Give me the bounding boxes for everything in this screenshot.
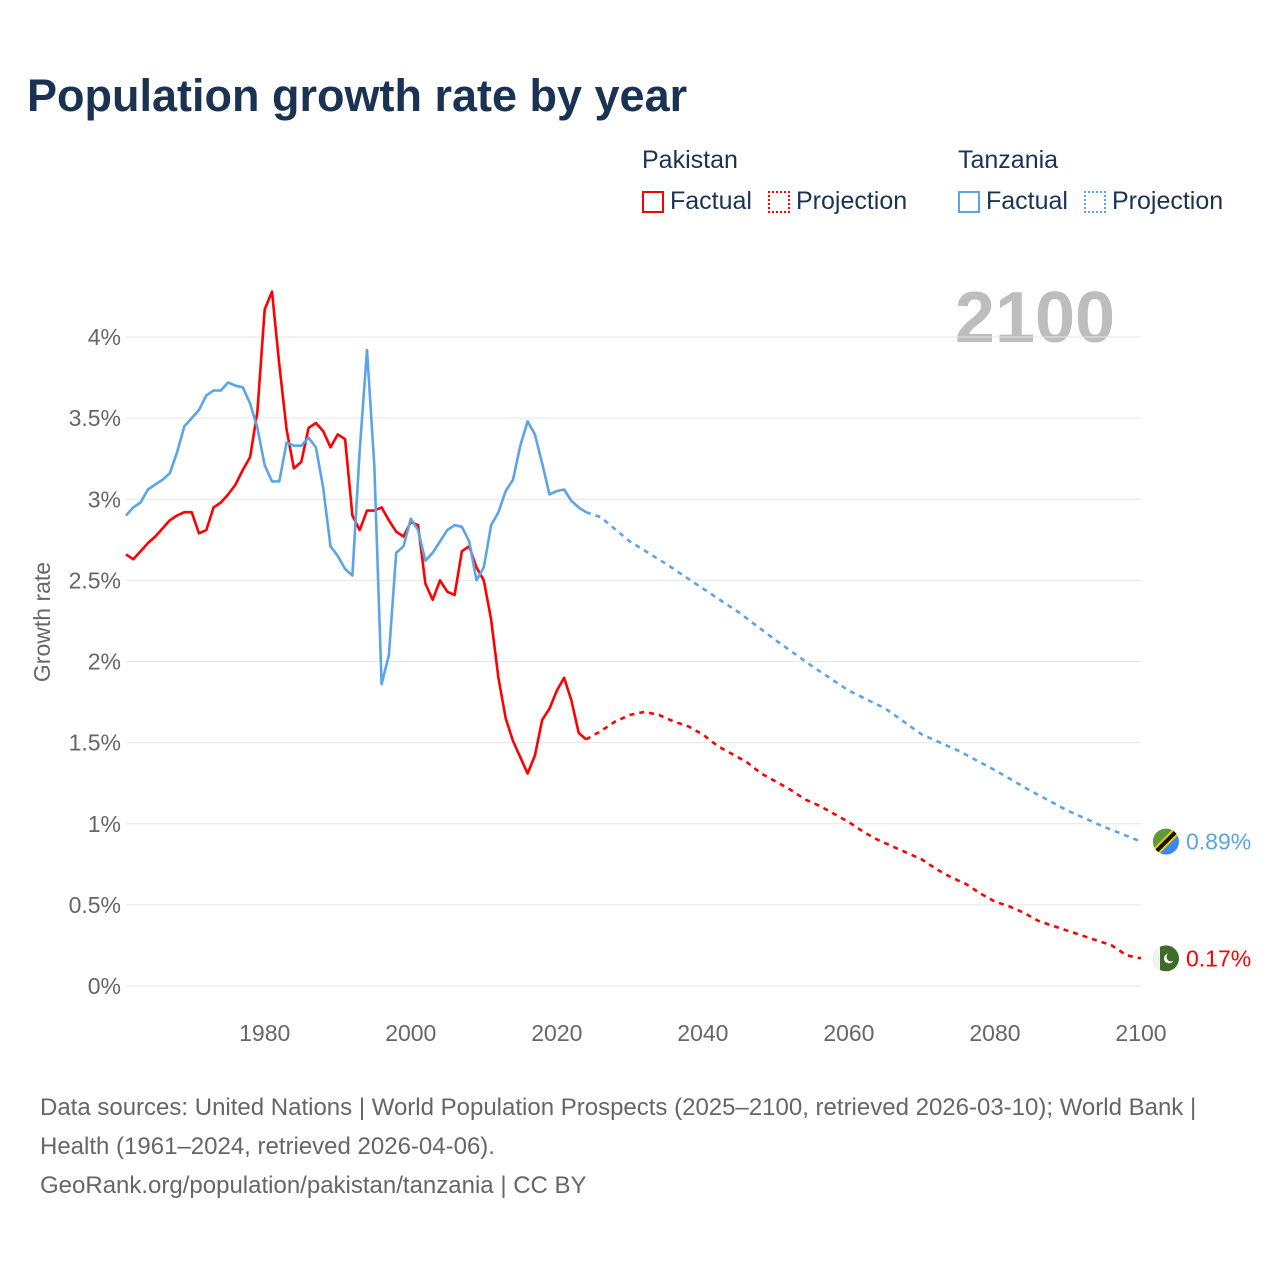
legend-label: Projection [795,187,908,215]
legend-tanzania-factual[interactable]: Factual [958,187,1068,216]
y-tick-label: 0.5% [69,892,121,918]
legend-swatch [767,190,790,213]
footer: Data sources: United Nations | World Pop… [40,1088,1240,1205]
x-tick-label: 2040 [677,1020,728,1046]
legend-label: Projection [1111,187,1224,215]
x-tick-label: 2020 [531,1020,582,1046]
legend-group-name: Tanzania [958,146,1059,174]
source-link[interactable]: GeoRank.org/population/pakistan/tanzania… [40,1172,587,1199]
y-tick-label: 3% [88,486,121,512]
legend-label: Factual [986,187,1068,215]
pakistan-projection-line [585,710,1142,960]
legend-swatch [1083,190,1106,213]
legend-pakistan-projection[interactable]: Projection [767,187,908,216]
tanzania-factual-line [125,348,587,686]
tanzania-flag-icon [1153,828,1179,855]
y-tick-label: 2% [88,649,121,675]
tanzania-end-label: 0.89% [1186,829,1251,855]
legend-swatch [958,190,980,213]
legend-label: Factual [670,187,752,215]
x-tick-label: 2000 [385,1020,436,1046]
chart-title: Population growth rate by year [27,70,688,121]
pakistan-flag-icon [1153,945,1179,972]
y-tick-label: 1.5% [69,730,121,756]
y-tick-label: 3.5% [69,405,121,431]
data-sources: Data sources: United Nations | World Pop… [40,1094,1197,1160]
y-tick-label: 4% [88,324,121,350]
legend-group-name: Pakistan [642,146,738,174]
tanzania-projection-line [585,510,1142,843]
legend-tanzania-projection[interactable]: Projection [1083,187,1224,216]
x-tick-label: 1980 [239,1020,290,1046]
legend-tanzania: Tanzania Factual Projection [958,146,1223,216]
legend-swatch [642,190,664,213]
pakistan-end-label: 0.17% [1186,945,1251,971]
legend-pakistan-factual[interactable]: Factual [642,187,752,216]
y-tick-label: 2.5% [69,567,121,593]
year-label: 2100 [955,278,1115,358]
y-tick-label: 1% [88,811,121,837]
legend-pakistan: Pakistan Factual Projection [642,146,907,216]
y-tick-label: 0% [88,973,121,999]
x-tick-label: 2100 [1115,1020,1166,1046]
y-axis-label: Growth rate [29,562,55,682]
x-tick-label: 2080 [969,1020,1020,1046]
x-tick-label: 2060 [823,1020,874,1046]
